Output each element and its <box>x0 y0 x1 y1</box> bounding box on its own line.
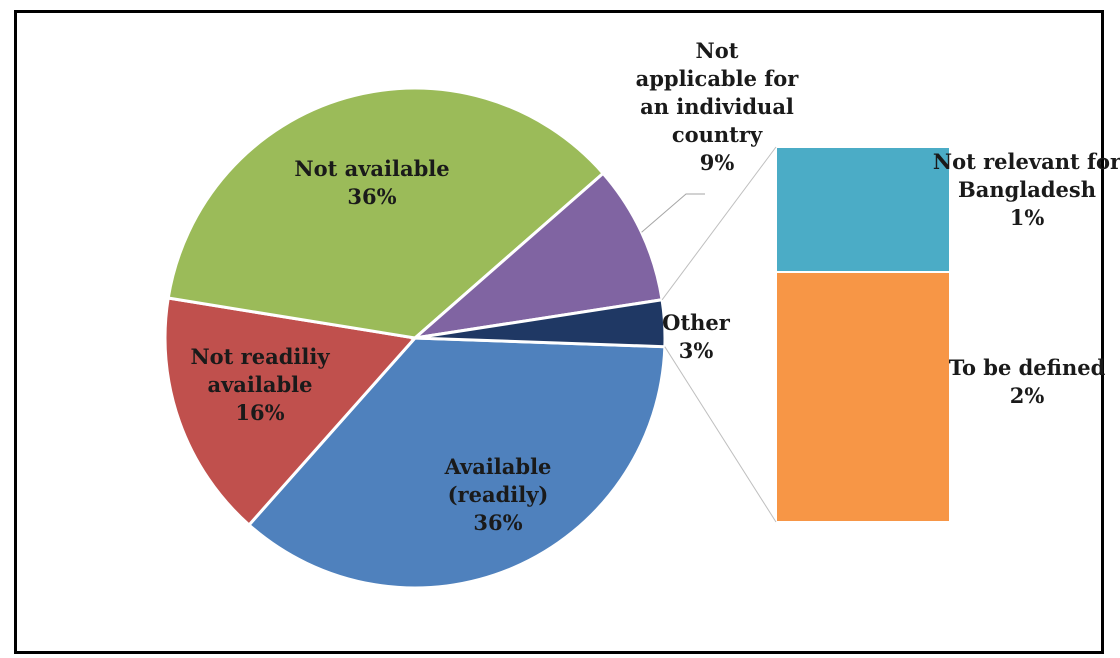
slice-not-applicable-for-an-individual-country-label: Not applicable for an individual country 9% <box>636 38 800 175</box>
slice-available-readily-label: Available (readily) 36% <box>444 454 552 535</box>
pie-slice-not-available <box>166 86 606 340</box>
slice-not-readiliy-available-label-line: Not readiliy <box>190 344 330 369</box>
bar-to-be-defined-label: To be defined 2% <box>949 355 1106 408</box>
slice-not-applicable-for-an-individual-country-label-line: Not <box>696 38 739 63</box>
slice-not-available-percent: 36% <box>347 184 396 209</box>
bar-not-relevant-for-bangladesh-label: Not relevant for Bangladesh 1% <box>933 149 1120 230</box>
slice-not-readiliy-available-percent: 16% <box>235 400 284 425</box>
bar-not-relevant-for-bangladesh-label-line: Not relevant for <box>933 149 1120 174</box>
leader-line-not-applicable <box>641 193 705 233</box>
pie-slice-not-applicable-for-an-individual-country <box>410 171 664 341</box>
slice-other-label-line: Other <box>662 310 731 335</box>
pie-slice-available-readily <box>246 336 667 590</box>
bar-segment-to-be-defined <box>775 271 951 523</box>
slice-not-applicable-for-an-individual-country-percent: 9% <box>700 150 735 175</box>
connector-line-bottom <box>664 346 777 523</box>
bar-not-relevant-for-bangladesh-percent: 1% <box>1010 205 1045 230</box>
bar-segment-not-relevant-for-bangladesh <box>775 146 951 273</box>
slice-not-applicable-for-an-individual-country-label-line: an individual <box>640 94 794 119</box>
slice-available-readily-percent: 36% <box>473 510 522 535</box>
slice-not-readiliy-available-label-line: available <box>208 372 313 397</box>
pie-slice-not-readiliy-available <box>163 296 418 528</box>
connector-line-top <box>661 146 777 301</box>
bar-not-relevant-for-bangladesh-label-line: Bangladesh <box>958 177 1096 202</box>
slice-available-readily-label-line: (readily) <box>448 482 549 507</box>
slice-not-readiliy-available-label: Not readiliy available 16% <box>190 344 330 425</box>
slice-available-readily-label-line: Available <box>444 454 552 479</box>
slice-not-applicable-for-an-individual-country-label-line: country <box>672 122 763 147</box>
bar-to-be-defined-label-line: To be defined <box>949 355 1106 380</box>
slice-not-available-label: Not available 36% <box>294 156 449 209</box>
slice-not-available-label-line: Not available <box>294 156 449 181</box>
slice-other-percent: 3% <box>679 338 714 363</box>
slice-not-applicable-for-an-individual-country-label-line: applicable for <box>636 66 800 91</box>
slice-other-label: Other 3% <box>662 310 731 363</box>
bar-to-be-defined-percent: 2% <box>1010 383 1045 408</box>
